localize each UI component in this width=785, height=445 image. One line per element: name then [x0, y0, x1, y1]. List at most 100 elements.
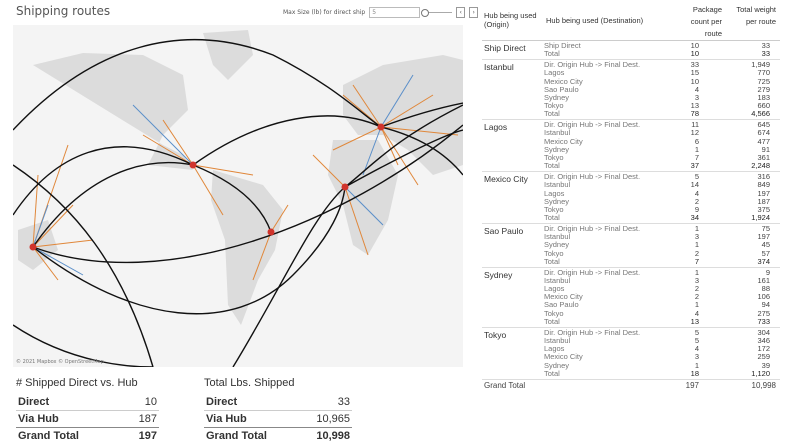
table-row: Sydney 1 39	[544, 360, 780, 370]
decrement-button[interactable]: ‹	[456, 7, 466, 18]
destination-cell: Istanbul	[544, 336, 571, 346]
grand-total-label: Grand Total	[484, 380, 526, 390]
weight-cell: 316	[757, 172, 770, 182]
header-count[interactable]: Package count per route	[690, 5, 722, 38]
table-row: Sydney 1 91	[544, 145, 780, 154]
hub-arc	[344, 129, 463, 188]
hub-arc	[32, 124, 463, 264]
count-cell: 10	[690, 49, 699, 59]
destination-cell: Total	[544, 256, 560, 266]
weight-cell: 259	[757, 352, 770, 362]
weight-cell: 770	[757, 68, 770, 78]
kpi-row: Via Hub 10,965	[204, 410, 352, 428]
hub-markers	[29, 123, 385, 251]
count-cell: 4	[694, 344, 699, 354]
slider-knob[interactable]	[421, 9, 430, 17]
hub-marker-istanbul[interactable]	[377, 123, 385, 131]
kpi-total-lbs-shipped: Total Lbs. Shipped Direct 33 Via Hub 10,96…	[204, 377, 352, 444]
map-canvas	[13, 30, 463, 367]
weight-cell: 304	[757, 327, 770, 337]
shipping-routes-map[interactable]: © 2021 Mapbox © OpenStreetMap	[13, 25, 463, 367]
table-row: Sao Paulo 1 94	[544, 301, 780, 309]
count-cell: 2	[694, 284, 699, 294]
origin-label: Istanbul	[484, 62, 514, 73]
destination-cell: Lagos	[544, 344, 565, 354]
route-line	[192, 164, 254, 176]
count-cell: 9	[694, 204, 699, 214]
table-row: Tokyo 2 57	[544, 248, 780, 258]
count-cell: 14	[690, 180, 699, 190]
destination-cell: Dir. Origin Hub -> Final Dest.	[544, 60, 641, 70]
count-cell: 13	[690, 101, 699, 111]
route-line	[32, 246, 84, 276]
route-line	[344, 186, 369, 256]
hub-marker-sao-paulo[interactable]	[267, 228, 275, 236]
destination-cell: Tokyo	[544, 248, 564, 258]
origin-label: Lagos	[484, 122, 508, 133]
route-line	[32, 204, 74, 248]
hub-marker-sydney[interactable]	[29, 243, 37, 251]
destination-cell: Istanbul	[544, 128, 571, 138]
destination-cell: Tokyo	[544, 308, 564, 318]
header-weight[interactable]: Total weight per route	[736, 5, 776, 26]
table-row: Lagos 4 197	[544, 189, 780, 198]
table-row: Total 78 4,566	[544, 110, 780, 118]
count-cell: 1	[694, 360, 699, 370]
weight-cell: 94	[761, 300, 770, 310]
weight-cell: 187	[757, 196, 770, 206]
max-size-input[interactable]: 5	[369, 7, 421, 18]
header-origin[interactable]: Hub being used (Origin)	[484, 11, 537, 29]
route-lines	[32, 74, 459, 281]
grand-total-row: Grand Total 197 10,998	[482, 380, 780, 390]
header-destination[interactable]: Hub being used (Destination)	[546, 16, 644, 25]
hub-marker-mexico-city[interactable]	[189, 161, 197, 169]
increment-button[interactable]: ›	[469, 7, 479, 18]
weight-cell: 33	[761, 49, 770, 59]
table-row: Dir. Origin Hub -> Final Dest. 11 645	[544, 121, 780, 129]
africa-shape	[328, 140, 398, 255]
hub-marker-lagos[interactable]	[341, 183, 349, 191]
destination-cell: Total	[544, 49, 560, 59]
table-row: Dir. Origin Hub -> Final Dest. 33 1,949	[544, 61, 780, 69]
land-masses	[18, 30, 463, 325]
route-line	[32, 246, 59, 281]
destination-cell: Tokyo	[544, 152, 564, 162]
origin-group: Ship Direct Ship Direct 10 33 Total 10 33	[482, 41, 780, 61]
weight-cell: 2,248	[751, 161, 770, 171]
route-line	[344, 186, 384, 226]
count-cell: 1	[694, 224, 699, 234]
max-size-slider[interactable]	[421, 9, 453, 17]
kpi-row: Grand Total 197	[16, 427, 159, 444]
destination-cell: Dir. Origin Hub -> Final Dest.	[544, 172, 641, 182]
weight-cell: 477	[757, 136, 770, 146]
destination-cell: Dir. Origin Hub -> Final Dest.	[544, 120, 641, 130]
table-row: Total 18 1,120	[544, 369, 780, 378]
route-line	[32, 174, 39, 248]
grand-total-count: 197	[685, 380, 699, 390]
table-row: Total 10 33	[544, 50, 780, 58]
weight-cell: 39	[761, 360, 770, 370]
destination-cell: Mexico City	[544, 352, 583, 362]
destination-cell: Sao Paulo	[544, 300, 579, 310]
weight-cell: 197	[757, 232, 770, 242]
hub-arc	[13, 146, 194, 216]
origin-group: Sao Paulo Dir. Origin Hub -> Final Dest. 1…	[482, 224, 780, 268]
route-line	[252, 231, 272, 281]
destination-cell: Ship Direct	[544, 41, 581, 50]
table-row: Mexico City 10 725	[544, 77, 780, 86]
count-cell: 4	[694, 308, 699, 318]
origin-group: Mexico City Dir. Origin Hub -> Final Dest…	[482, 172, 780, 225]
table-row: Lagos 4 172	[544, 345, 780, 353]
destination-cell: Istanbul	[544, 232, 571, 242]
weight-cell: 183	[757, 92, 770, 102]
weight-cell: 645	[757, 120, 770, 130]
table-row: Tokyo 7 361	[544, 152, 780, 162]
destination-cell: Total	[544, 316, 560, 326]
table-row: Total 13 733	[544, 316, 780, 326]
count-cell: 11	[691, 120, 699, 130]
origin-group: Lagos Dir. Origin Hub -> Final Dest. 11 645…	[482, 120, 780, 173]
count-cell: 3	[694, 92, 699, 102]
count-cell: 3	[694, 352, 699, 362]
count-cell: 7	[694, 152, 699, 162]
destination-cell: Sydney	[544, 360, 570, 370]
